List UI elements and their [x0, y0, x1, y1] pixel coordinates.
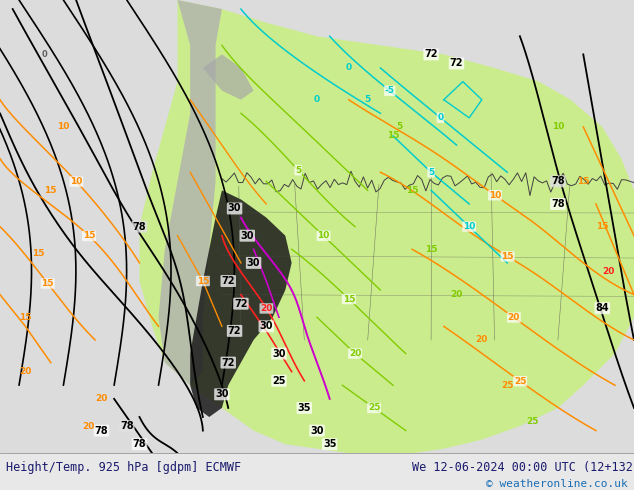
Text: 0: 0: [346, 64, 352, 73]
Text: 25: 25: [368, 403, 380, 413]
Text: 0: 0: [41, 50, 48, 59]
Text: © weatheronline.co.uk: © weatheronline.co.uk: [486, 480, 628, 490]
Polygon shape: [158, 0, 222, 385]
Text: We 12-06-2024 00:00 UTC (12+132): We 12-06-2024 00:00 UTC (12+132): [412, 461, 634, 474]
Text: 30: 30: [247, 258, 261, 268]
Text: 30: 30: [259, 321, 273, 331]
Text: 0: 0: [314, 95, 320, 104]
Text: 78: 78: [551, 199, 565, 209]
Text: 78: 78: [133, 221, 146, 232]
FancyBboxPatch shape: [0, 0, 634, 453]
Text: 25: 25: [501, 381, 514, 390]
Text: 15: 15: [577, 177, 590, 186]
Text: 35: 35: [323, 439, 337, 449]
Text: 15: 15: [19, 313, 32, 322]
Text: 15: 15: [83, 231, 95, 241]
Text: 30: 30: [310, 426, 324, 436]
Text: 30: 30: [240, 231, 254, 241]
Text: 20: 20: [82, 421, 95, 431]
Text: 30: 30: [215, 390, 229, 399]
Text: 5: 5: [295, 166, 301, 174]
Text: 15: 15: [44, 186, 57, 195]
Polygon shape: [190, 191, 292, 417]
Text: 30: 30: [228, 203, 242, 214]
Text: 72: 72: [424, 49, 438, 59]
Text: 25: 25: [526, 417, 539, 426]
Text: 72: 72: [221, 358, 235, 368]
Text: 20: 20: [476, 336, 488, 344]
Text: 20: 20: [349, 349, 361, 358]
Text: 15: 15: [596, 222, 609, 231]
Text: 78: 78: [551, 176, 565, 186]
Text: 20: 20: [602, 268, 615, 276]
Text: 15: 15: [197, 276, 209, 286]
Polygon shape: [203, 54, 254, 99]
Text: 35: 35: [297, 403, 311, 413]
Text: 15: 15: [41, 279, 54, 288]
Text: 20: 20: [450, 290, 463, 299]
Text: 72: 72: [221, 276, 235, 286]
Polygon shape: [139, 0, 634, 453]
Text: 5: 5: [365, 95, 371, 104]
Text: 72: 72: [450, 58, 463, 69]
Text: 10: 10: [489, 191, 501, 200]
Text: 25: 25: [514, 377, 526, 386]
Text: 20: 20: [260, 304, 273, 313]
Text: 0: 0: [437, 113, 444, 122]
Text: 78: 78: [120, 421, 134, 431]
Text: 5: 5: [428, 168, 434, 177]
Text: 15: 15: [342, 294, 355, 303]
Text: 20: 20: [95, 394, 108, 403]
Text: Height/Temp. 925 hPa [gdpm] ECMWF: Height/Temp. 925 hPa [gdpm] ECMWF: [6, 461, 242, 474]
Text: 15: 15: [387, 131, 399, 141]
Text: 15: 15: [32, 249, 44, 258]
Text: 25: 25: [272, 376, 286, 386]
Text: 15: 15: [501, 252, 514, 261]
Text: 72: 72: [228, 326, 242, 336]
Text: 15: 15: [406, 186, 418, 195]
Text: -5: -5: [385, 86, 395, 96]
Text: 78: 78: [133, 439, 146, 449]
Text: 10: 10: [318, 231, 330, 241]
Text: 84: 84: [595, 303, 609, 313]
Text: 10: 10: [70, 177, 82, 186]
Text: 78: 78: [94, 426, 108, 436]
Text: 10: 10: [463, 222, 476, 231]
Text: 10: 10: [552, 122, 564, 131]
Text: 20: 20: [19, 367, 32, 376]
Text: 15: 15: [425, 245, 437, 254]
Text: 5: 5: [396, 122, 403, 131]
Text: 20: 20: [508, 313, 520, 322]
Text: 10: 10: [57, 122, 70, 131]
Text: 72: 72: [234, 299, 248, 309]
Text: 30: 30: [272, 348, 286, 359]
